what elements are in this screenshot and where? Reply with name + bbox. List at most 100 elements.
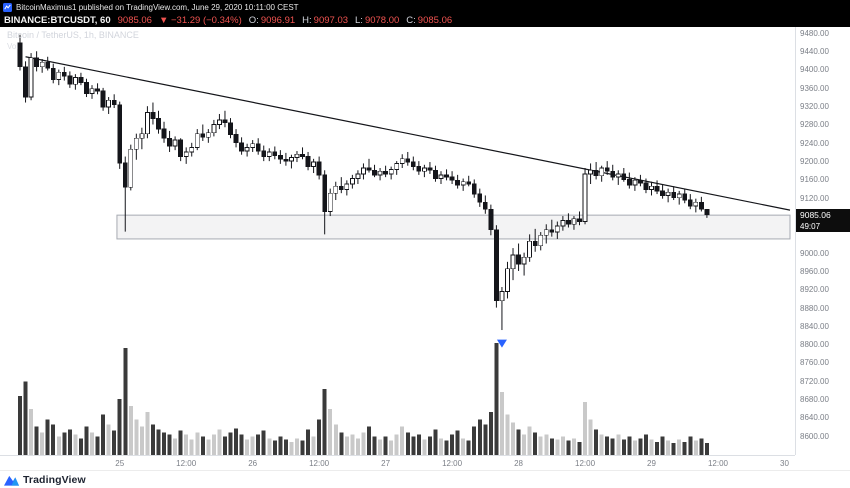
price-axis-label: 9120.00 — [800, 193, 829, 203]
candle-body — [577, 218, 582, 222]
volume-bar — [571, 438, 576, 455]
candle-body — [482, 201, 488, 210]
volume-bar — [245, 439, 250, 455]
tradingview-logo-icon[interactable] — [4, 474, 19, 486]
candle-body — [300, 153, 305, 157]
price-axis-label: 8640.00 — [800, 413, 829, 423]
candle-body — [56, 71, 62, 81]
price-axis-label: 8880.00 — [800, 303, 829, 313]
volume-bar — [671, 442, 676, 455]
volume-bar — [322, 388, 327, 455]
candle-body — [316, 161, 322, 176]
tradingview-logo-icon[interactable] — [3, 2, 12, 12]
volume-bar — [366, 426, 371, 455]
candle-body — [604, 167, 610, 172]
candle-body — [333, 185, 339, 194]
candle-body — [189, 146, 195, 153]
volume-bar — [488, 412, 493, 455]
candle-body — [344, 183, 350, 190]
candle-body — [383, 170, 389, 175]
candlestick-chart[interactable] — [0, 27, 795, 455]
candle-body — [626, 179, 632, 186]
volume-bar — [411, 436, 416, 455]
volume-bar — [34, 426, 39, 455]
volume-bar — [693, 440, 698, 455]
volume-bar — [189, 439, 194, 455]
candle-body — [421, 167, 427, 172]
candle-body — [416, 166, 422, 172]
candle-body — [638, 179, 643, 184]
volume-bar — [134, 419, 139, 455]
candle-body — [438, 174, 444, 179]
volume-bar — [461, 438, 466, 455]
candle-body — [294, 153, 300, 158]
candle-body — [145, 112, 150, 135]
price-axis-label: 9160.00 — [800, 175, 829, 185]
candle-body — [477, 193, 483, 203]
volume-bar — [344, 436, 349, 455]
volume-bar — [67, 429, 72, 455]
candle-body — [433, 169, 438, 179]
volume-bar — [90, 432, 95, 455]
volume-bar — [566, 440, 571, 455]
volume-bar — [643, 434, 648, 455]
publish-info: BitcoinMaximus1 published on TradingView… — [16, 2, 299, 12]
candle-body — [455, 179, 461, 186]
price-axis-label: 8760.00 — [800, 358, 829, 368]
volume-bar — [560, 436, 565, 455]
candle-body — [205, 132, 211, 138]
volume-bar — [184, 434, 189, 455]
time-axis-label: 29 — [647, 459, 656, 468]
volume-bar — [95, 436, 100, 455]
candle-body — [654, 185, 660, 192]
candle-body — [272, 151, 278, 157]
volume-bar — [660, 436, 665, 455]
candle-body — [610, 170, 616, 178]
current-price-label: 9085.06 — [796, 208, 850, 221]
volume-bar — [472, 426, 477, 455]
candle-body — [266, 151, 272, 157]
candle-body — [28, 57, 34, 98]
volume-bar — [655, 441, 660, 455]
volume-bar — [522, 434, 527, 455]
symbol-line: BINANCE:BTCUSDT, 60 9085.06 ▼ −31.29 (−0… — [0, 13, 850, 27]
candle-body — [704, 208, 710, 216]
time-axis[interactable]: 25 12:00 26 12:00 27 12:00 28 12:00 29 12:00 30 — [0, 455, 795, 471]
brand-name[interactable]: TradingView — [23, 473, 86, 486]
candle-body — [588, 169, 593, 175]
chart-plot-area[interactable]: Bitcoin / TetherUS, 1h, BINANCE Vol — [0, 27, 795, 455]
volume-bar — [516, 429, 521, 455]
volume-bar — [544, 434, 549, 455]
candle-body — [322, 174, 328, 212]
candle-body — [161, 128, 167, 139]
candle-body — [372, 169, 377, 176]
volume-bar — [62, 432, 67, 455]
candle-body — [621, 173, 627, 180]
volume-bar — [621, 439, 626, 455]
volume-bar — [306, 429, 311, 455]
volume-bar — [261, 430, 266, 455]
ohlc-close: C: 9085.06 — [406, 14, 453, 26]
volume-bar — [333, 424, 338, 455]
time-axis-label: 12:00 — [575, 459, 596, 468]
candle-body — [671, 191, 677, 199]
support-zone-box[interactable] — [116, 214, 791, 240]
candle-body — [399, 158, 405, 164]
price-axis-label: 8800.00 — [800, 340, 829, 350]
candle-body — [311, 161, 316, 168]
volume-bar — [610, 438, 615, 455]
candle-body — [156, 118, 161, 130]
candle-body — [78, 76, 84, 83]
candle-body — [687, 199, 693, 207]
candle-body — [494, 229, 499, 302]
candle-body — [217, 119, 222, 125]
volume-bar — [444, 440, 449, 455]
price-axis[interactable]: 9085.06 49:07 9480.00 9440.00 9400.00 9360.… — [795, 27, 850, 455]
volume-bar — [677, 439, 682, 455]
candle-body — [599, 167, 605, 177]
candle-body — [676, 193, 682, 199]
candle-body — [532, 240, 538, 247]
candle-body — [67, 75, 73, 85]
arrow-marker-icon[interactable] — [496, 339, 507, 348]
volume-bar — [317, 419, 322, 455]
